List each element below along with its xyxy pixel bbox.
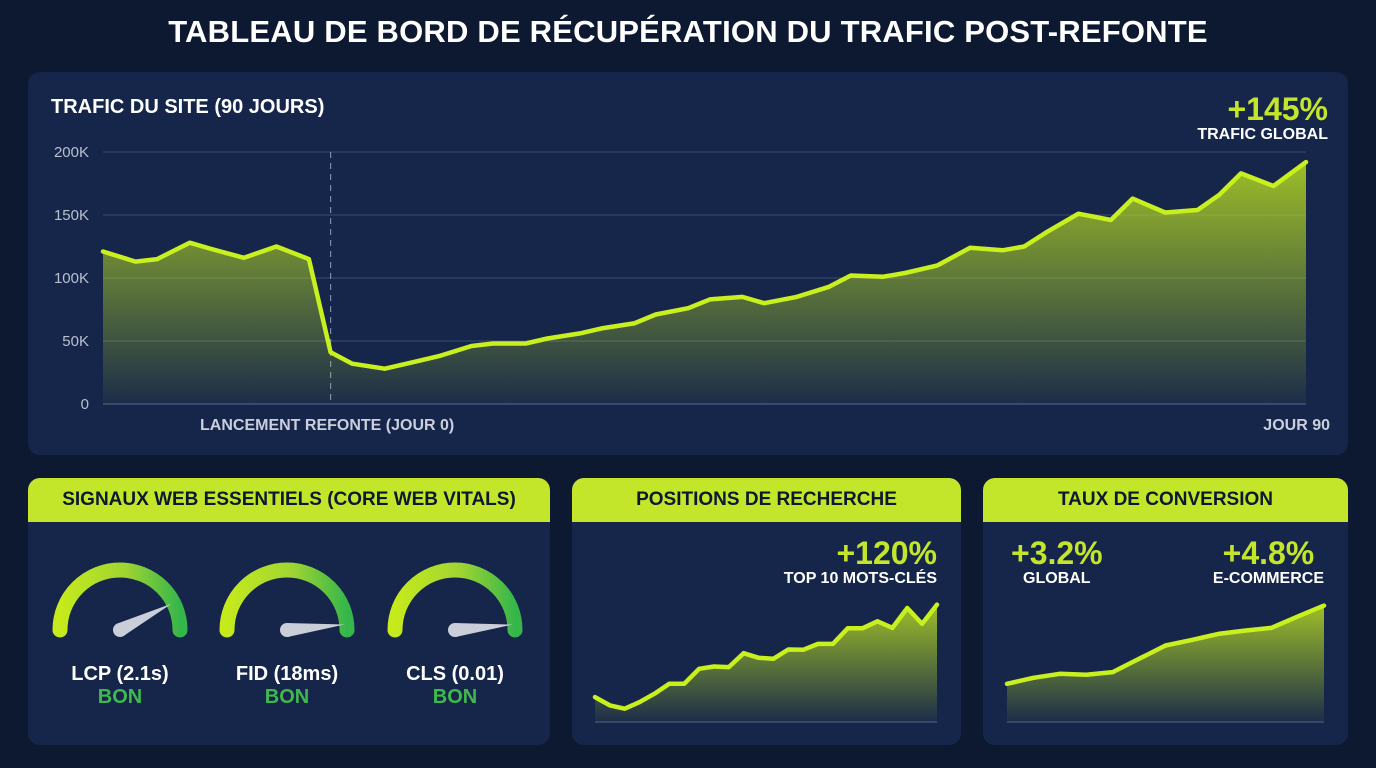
gauge-needle-hub [113, 623, 127, 637]
gauge-arc [219, 562, 355, 638]
gauge-needle [286, 623, 345, 637]
y-tick-label: 200K [54, 144, 89, 161]
positions-kpi-label: TOP 10 MOTS-CLÉS [783, 570, 937, 587]
end-label: JOUR 90 [1263, 417, 1330, 434]
y-tick-label: 100K [54, 270, 89, 287]
gauge-needle-hub [280, 623, 294, 637]
traffic-area [103, 162, 1306, 404]
positions-kpi-value: +120% [836, 535, 937, 571]
y-tick-label: 0 [81, 396, 89, 413]
spark-area [595, 604, 937, 722]
traffic-panel: 0 50K 100K 150K 200K TRAFIC DU SITE (90 JOUR… [28, 72, 1348, 455]
gauge-fid-label: FID (18ms) BON [212, 663, 362, 709]
traffic-chart: 0 50K 100K 150K 200K [54, 144, 1309, 413]
positions-title: POSITIONS DE RECHERCHE [572, 478, 961, 522]
gauge-status: BON [97, 686, 143, 708]
traffic-line [100, 159, 1309, 371]
traffic-kpi: +145% TRAFIC GLOBAL [1197, 92, 1328, 144]
positions-chart [592, 602, 940, 723]
positions-kpi: +120% TOP 10 MOTS-CLÉS [784, 536, 937, 588]
gauge-status: BON [264, 686, 310, 708]
page-title: TABLEAU DE BORD DE RÉCUPÉRATION DU TRAFI… [168, 14, 1208, 49]
conversion-title: TAUX DE CONVERSION [983, 478, 1348, 522]
kpi-label: GLOBAL [1023, 570, 1091, 587]
gauge-lcp-label: LCP (2.1s) BON [45, 663, 195, 709]
spark-area [1007, 605, 1324, 722]
gauge-needle [454, 623, 513, 637]
cwv-title: SIGNAUX WEB ESSENTIELS (CORE WEB VITALS) [28, 478, 550, 522]
gauge-needle [116, 603, 172, 637]
search-positions-panel: POSITIONS DE RECHERCHE +120% TOP 10 MOTS… [572, 478, 961, 745]
kpi-value: +3.2% [1011, 535, 1103, 571]
traffic-title: TRAFIC DU SITE (90 JOURS) [51, 96, 325, 118]
gauge-arc [387, 562, 523, 638]
gauge-status: BON [432, 686, 478, 708]
conversion-chart [1004, 603, 1327, 723]
y-tick-label: 50K [62, 333, 89, 350]
spark-line [592, 602, 940, 711]
traffic-kpi-value: +145% [1227, 91, 1328, 127]
conversion-panel: TAUX DE CONVERSION +3.2% GLOBAL +4.8% E-… [983, 478, 1348, 745]
conversion-kpi-ecommerce: +4.8% E-COMMERCE [1213, 536, 1324, 588]
gauge-cls-label: CLS (0.01) BON [380, 663, 530, 709]
conversion-kpi-global: +3.2% GLOBAL [1011, 536, 1103, 588]
gauge-name: CLS (0.01) [406, 663, 504, 685]
gauges [52, 562, 523, 638]
gauge-needle-hub [448, 623, 462, 637]
kpi-value: +4.8% [1222, 535, 1315, 571]
y-tick-label: 150K [54, 207, 89, 224]
launch-label: LANCEMENT REFONTE (JOUR 0) [200, 417, 455, 434]
gauge-name: LCP (2.1s) [71, 663, 169, 685]
core-web-vitals-panel: SIGNAUX WEB ESSENTIELS (CORE WEB VITALS)… [28, 478, 550, 745]
kpi-label: E-COMMERCE [1212, 570, 1324, 587]
gauge-name: FID (18ms) [235, 663, 339, 685]
traffic-kpi-label: TRAFIC GLOBAL [1197, 126, 1328, 143]
gauge-arc [52, 562, 188, 638]
